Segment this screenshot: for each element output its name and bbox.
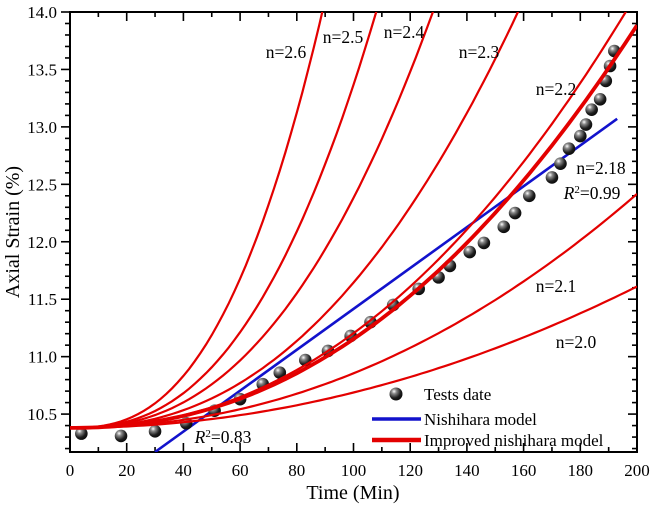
- legend: Tests date Nishihara model Improved nishih…: [372, 385, 604, 450]
- test-data-point: [545, 171, 559, 184]
- annotation-n-2.6: n=2.6: [266, 42, 307, 62]
- test-data-point: [463, 245, 477, 259]
- y-tick-label: 10.5: [27, 405, 57, 424]
- nishihara-model-line: [154, 117, 618, 452]
- y-axis-title: Axial Strain (%): [2, 166, 24, 298]
- model-curve-n-2.4: [70, 12, 435, 429]
- test-data-point: [114, 429, 128, 443]
- axis-ticks: [61, 11, 638, 452]
- x-tick-label: 120: [397, 461, 423, 480]
- legend-label-improved: Improved nishihara model: [424, 431, 604, 450]
- x-tick-label: 80: [288, 461, 305, 480]
- x-tick-label: 100: [341, 461, 367, 480]
- annotation-n-2.2: n=2.2: [536, 79, 577, 99]
- test-data-point: [508, 206, 522, 220]
- test-data-point: [574, 129, 587, 143]
- test-data-point: [562, 142, 576, 156]
- test-data-point: [585, 103, 598, 116]
- legend-marker-tests-date: [389, 387, 403, 401]
- annotations-layer: n=2.6 n=2.5 n=2.4 n=2.3 n=2.2 n=2.18 R2=0.99 n=…: [194, 22, 626, 447]
- x-tick-label: 200: [624, 461, 650, 480]
- annotation-R-0.83: R2=0.83: [194, 427, 252, 447]
- y-tick-label: 13.5: [27, 60, 57, 79]
- improved-nishihara-curve: [70, 24, 637, 430]
- axis-tick-labels: 0 20 40 60 80 100 120 140 160 180 200 10.5 11.0 11.5 1…: [27, 3, 650, 480]
- annotation-n-2.1: n=2.1: [536, 276, 577, 296]
- model-curve-n-2.1: [70, 193, 637, 429]
- y-tick-label: 11.0: [28, 348, 57, 367]
- test-data-point: [148, 425, 162, 438]
- legend-label-nishihara: Nishihara model: [424, 410, 537, 429]
- x-tick-label: 180: [568, 461, 594, 480]
- x-tick-label: 160: [511, 461, 537, 480]
- test-data-point: [579, 118, 593, 131]
- annotation-n-2.18: n=2.18: [576, 158, 625, 178]
- annotation-R-0.99: R2=0.99: [563, 183, 621, 203]
- test-data-point: [554, 157, 567, 170]
- test-data-point: [497, 220, 511, 234]
- y-tick-label: 14.0: [27, 3, 57, 22]
- y-tick-label: 11.5: [28, 290, 57, 309]
- test-data-point: [273, 366, 287, 380]
- test-data-point: [75, 427, 88, 440]
- x-tick-label: 0: [66, 461, 75, 480]
- model-curve-n-2.2: [70, 12, 627, 429]
- test-data-point: [593, 93, 607, 106]
- annotation-n-2.5: n=2.5: [323, 27, 364, 47]
- y-tick-label: 13.0: [27, 118, 57, 137]
- legend-label-tests-date: Tests date: [424, 385, 491, 404]
- annotation-n-2.4: n=2.4: [384, 22, 425, 42]
- x-tick-label: 140: [454, 461, 480, 480]
- model-curve-n-2: [70, 285, 637, 429]
- model-curve-n-2.5: [70, 12, 378, 429]
- x-tick-label: 20: [118, 461, 135, 480]
- plot-frame: [69, 11, 638, 453]
- x-tick-label: 60: [232, 461, 249, 480]
- test-data-point: [477, 236, 491, 250]
- y-tick-label: 12.0: [27, 233, 57, 252]
- plot-border: [69, 11, 638, 453]
- model-curve-n-2.6: [70, 12, 324, 429]
- test-data-point: [522, 189, 536, 203]
- x-axis-title: Time (Min): [306, 482, 399, 504]
- annotation-n-2.3: n=2.3: [459, 42, 500, 62]
- y-tick-label: 12.5: [27, 175, 57, 194]
- series-layer: [70, 12, 637, 452]
- model-curve-n-2.3: [70, 12, 520, 429]
- x-tick-label: 40: [175, 461, 192, 480]
- annotation-n-2.0: n=2.0: [556, 332, 597, 352]
